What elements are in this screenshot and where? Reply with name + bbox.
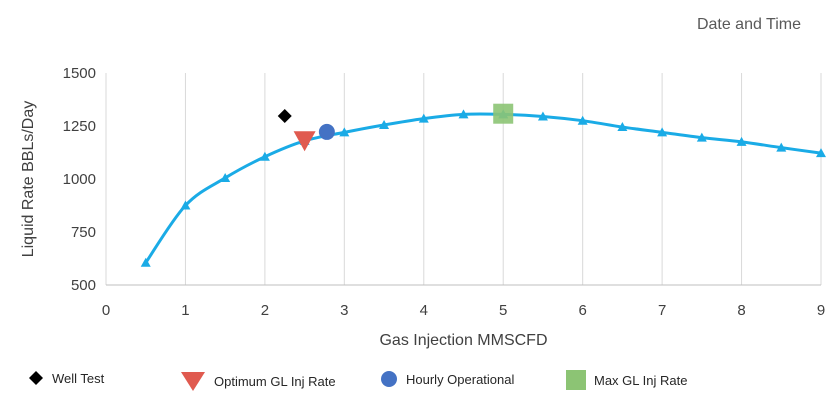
y-tick-label: 1500	[63, 65, 96, 82]
x-axis-title: Gas Injection MMSCFD	[379, 332, 547, 349]
curve-point	[617, 122, 628, 132]
legend-item-optimum: Optimum GL Inj Rate	[180, 370, 336, 392]
x-tick-label: 9	[817, 302, 825, 319]
curve-line	[144, 112, 822, 264]
triangle-down-icon	[181, 372, 205, 391]
square-icon	[566, 370, 586, 390]
curve-point	[418, 113, 429, 123]
grid-lines	[184, 73, 822, 285]
x-tick-label: 5	[499, 302, 507, 319]
legend-item-max-gl: Max GL Inj Rate	[566, 370, 687, 390]
x-tick-label: 2	[261, 302, 269, 319]
legend-label: Well Test	[52, 370, 105, 386]
curve-point	[816, 148, 826, 158]
curve-point	[458, 109, 469, 119]
y-tick-label: 1250	[63, 118, 96, 135]
hourly-operational-point	[318, 123, 335, 140]
tick-labels: 0 1 2 3 4 5 6 7 8 9 500 750 1000 1250 1500	[63, 65, 826, 319]
x-tick-label: 6	[578, 302, 586, 319]
x-tick-label: 4	[420, 302, 428, 319]
legend-item-well-test: Well Test	[28, 370, 104, 386]
header-date-time: Date and Time	[696, 16, 801, 33]
performance-curve	[140, 109, 826, 267]
curve-point	[140, 257, 151, 267]
x-tick-label: 1	[181, 302, 189, 319]
legend: Well Test Optimum GL Inj Rate Hourly Ope…	[0, 370, 833, 400]
operating-points	[277, 103, 514, 152]
curve-point	[577, 115, 588, 125]
y-axis-title: Liquid Rate BBLs/Day	[20, 101, 37, 258]
x-tick-label: 0	[102, 302, 110, 319]
y-tick-label: 750	[71, 224, 96, 241]
y-tick-label: 500	[71, 277, 96, 294]
curve-point	[537, 111, 548, 121]
curve-point	[696, 132, 707, 142]
diamond-icon	[29, 371, 43, 385]
legend-label: Max GL Inj Rate	[594, 372, 688, 388]
curve-point	[259, 151, 270, 161]
well-test-point	[277, 109, 292, 124]
max-gl-point	[493, 103, 514, 124]
legend-item-hourly: Hourly Operational	[380, 370, 514, 388]
gas-lift-chart: 0 1 2 3 4 5 6 7 8 9 500 750 1000 1250 1500 Gas Injecti…	[20, 65, 826, 349]
axes	[105, 73, 821, 286]
curve-point	[776, 142, 787, 152]
legend-label: Optimum GL Inj Rate	[214, 373, 336, 389]
optimum-gl-point	[293, 131, 316, 152]
y-tick-label: 1000	[63, 171, 96, 188]
legend-label: Hourly Operational	[406, 371, 515, 387]
x-tick-label: 7	[658, 302, 666, 319]
curve-point	[657, 127, 668, 137]
curve-point	[220, 172, 231, 182]
curve-point	[736, 136, 747, 146]
curve-point	[180, 200, 191, 210]
x-tick-label: 3	[340, 302, 348, 319]
curve-point	[339, 127, 350, 137]
curve-point	[379, 119, 390, 129]
circle-icon	[381, 371, 397, 387]
x-tick-label: 8	[737, 302, 745, 319]
